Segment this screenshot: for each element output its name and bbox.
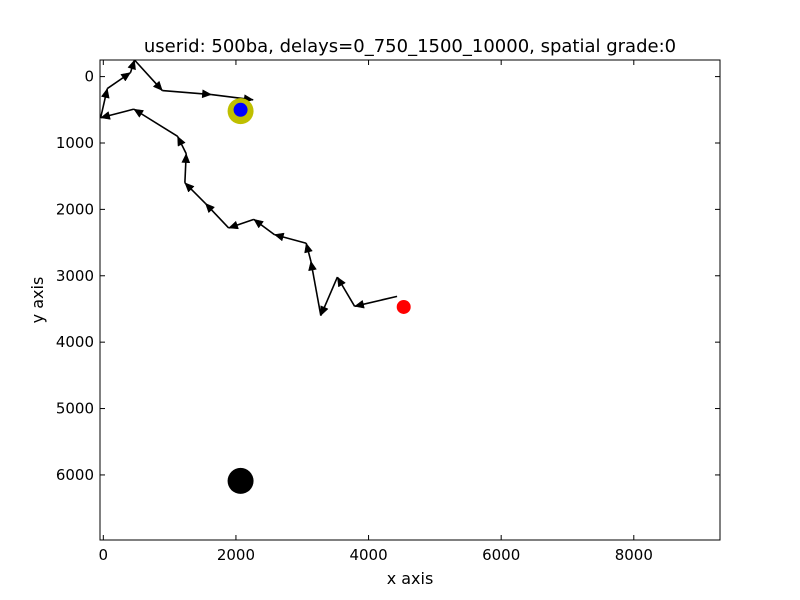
- trajectory-arrow: [184, 182, 206, 204]
- marker-point: [233, 102, 248, 117]
- arrow-head: [308, 260, 317, 272]
- y-axis-ticks: 0 1000 2000 3000 4000 5000 6000: [56, 68, 720, 484]
- trajectory-arrows: [100, 60, 398, 317]
- arrow-head: [177, 135, 186, 147]
- trajectory-arrow: [106, 71, 132, 90]
- x-tick-label: 4000: [349, 546, 387, 564]
- arrow-head: [304, 242, 313, 254]
- arrow-head: [273, 232, 285, 242]
- trajectory-arrow: [228, 218, 255, 230]
- y-tick-label: 1000: [56, 134, 94, 152]
- x-tick-label: 0: [99, 546, 109, 564]
- trajectory-arrow: [100, 87, 110, 118]
- arrow-head: [120, 72, 132, 82]
- y-tick-label: 0: [84, 68, 94, 86]
- trajectory-arrow: [354, 295, 398, 309]
- arrow-head: [253, 218, 264, 229]
- arrow-head: [100, 87, 110, 99]
- arrow-head: [133, 108, 144, 118]
- arrow-head: [152, 80, 163, 91]
- trajectory-arrow: [273, 232, 307, 245]
- trajectory-arrow: [253, 218, 275, 236]
- trajectory-arrow: [336, 276, 356, 307]
- markers: [227, 98, 411, 494]
- arrow-head: [337, 276, 346, 288]
- y-tick-label: 5000: [56, 400, 94, 418]
- y-tick-label: 6000: [56, 466, 94, 484]
- y-tick-label: 4000: [56, 333, 94, 351]
- arrow-head: [354, 299, 365, 309]
- x-tick-label: 6000: [482, 546, 520, 564]
- arrow-head: [205, 202, 215, 214]
- trajectory-arrow: [100, 108, 135, 120]
- trajectory-arrow: [176, 135, 187, 154]
- marker-point: [227, 467, 254, 494]
- x-axis-ticks: 0 2000 4000 6000 8000: [99, 60, 653, 564]
- arrow-head: [127, 60, 136, 71]
- trajectory-arrow: [181, 152, 191, 183]
- trajectory-arrow: [308, 260, 322, 316]
- arrow-head: [320, 305, 329, 317]
- trajectory-arrow: [162, 89, 213, 99]
- x-tick-label: 2000: [217, 546, 255, 564]
- plot-content: [100, 60, 411, 494]
- y-axis-label: y axis: [28, 277, 47, 324]
- chart-title: userid: 500ba, delays=0_750_1500_10000, …: [144, 36, 676, 57]
- plot-area: [100, 60, 720, 540]
- trajectory-arrow: [133, 108, 179, 138]
- x-tick-label: 8000: [615, 546, 653, 564]
- arrow-head: [100, 111, 111, 120]
- arrow-head: [201, 89, 213, 99]
- trajectory-arrow: [133, 60, 163, 92]
- arrow-head: [228, 220, 239, 230]
- y-tick-label: 3000: [56, 267, 94, 285]
- arrow-head: [181, 152, 191, 164]
- trajectory-arrow: [304, 242, 313, 262]
- arrow-head: [184, 182, 195, 193]
- y-tick-label: 2000: [56, 200, 94, 218]
- trajectory-arrow: [127, 60, 136, 73]
- marker-point: [396, 299, 411, 314]
- trajectory-arrow: [320, 276, 339, 317]
- trajectory-arrow: [204, 202, 230, 229]
- plot-frame: [99, 59, 721, 541]
- x-axis-label: x axis: [387, 569, 434, 588]
